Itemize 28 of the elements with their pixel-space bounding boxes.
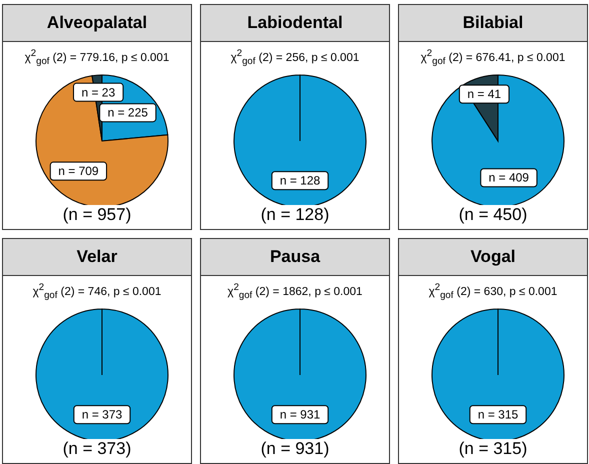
chart-title: Alveopalatal [3, 5, 191, 42]
chart-subtitle: χ$^{2}$$_{gof}$ (2) = 676.41, p ≤ 0.001 [420, 48, 566, 68]
text: (n = 128) [260, 205, 330, 226]
data-label: n = 128 [280, 174, 321, 188]
data-label: n = 41 [467, 87, 502, 102]
text: (n = 373) [62, 439, 132, 460]
chart-title: Labiodental [201, 5, 389, 42]
data-label: n = 225 [108, 106, 148, 120]
text: (n = 450) [458, 205, 528, 226]
chart-title: Bilabial [399, 5, 587, 42]
data-label: n = 931 [280, 408, 321, 422]
chart-title: Vogal [399, 239, 587, 276]
text: (n = 315) [458, 439, 528, 460]
chart-title: Pausa [201, 239, 389, 276]
text: (n = 931) [260, 439, 330, 460]
data-label: n = 315 [478, 408, 519, 422]
data-label: n = 709 [58, 164, 99, 178]
data-label: n = 373 [82, 408, 123, 422]
text: (n = 957) [62, 205, 132, 226]
pie-slice [432, 74, 564, 206]
chart-subtitle: χ$^{2}$$_{gof}$ (2) = 256, p ≤ 0.001 [230, 48, 360, 68]
chart-subtitle: χ$^{2}$$_{gof}$ (2) = 746, p ≤ 0.001 [32, 282, 162, 302]
chart-title: Velar [3, 239, 191, 276]
data-label: n = 23 [81, 85, 116, 100]
chart-subtitle: χ$^{2}$$_{gof}$ (2) = 1862, p ≤ 0.001 [226, 282, 364, 302]
data-label: n = 409 [488, 170, 530, 185]
chart-subtitle: χ$^{2}$$_{gof}$ (2) = 779.16, p ≤ 0.001 [24, 48, 170, 68]
chart-subtitle: χ$^{2}$$_{gof}$ (2) = 630, p ≤ 0.001 [428, 282, 558, 302]
